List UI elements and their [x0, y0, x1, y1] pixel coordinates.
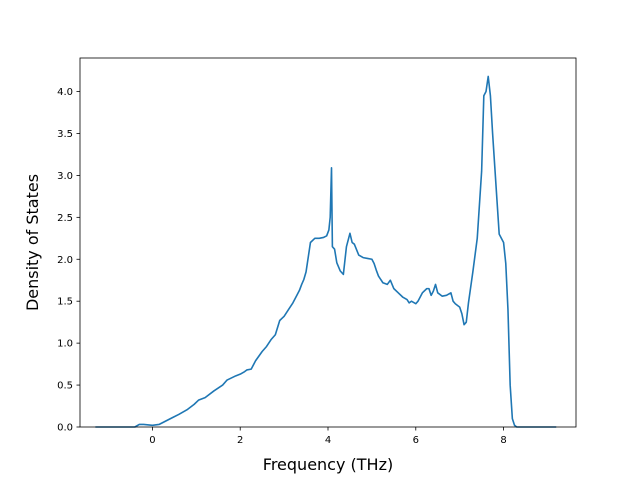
axis-ticks: 0 2 4 6 8 0.0 0.5 1.0 1.5 2.0 2.5 3.0 3.5 4.0	[57, 87, 507, 446]
y-tick-label: 2.0	[57, 255, 73, 266]
x-axis-label: Frequency (THz)	[263, 455, 393, 474]
y-tick-label: 2.5	[57, 213, 73, 224]
dos-series-line	[95, 75, 557, 428]
x-tick-label: 2	[237, 435, 243, 446]
y-tick-label: 1.5	[57, 297, 73, 308]
axes-frame	[79, 57, 577, 428]
y-tick-label: 4.0	[57, 87, 73, 98]
y-tick-label: 1.0	[57, 339, 73, 350]
y-tick-label: 0.0	[57, 423, 73, 434]
x-tick-label: 6	[413, 435, 419, 446]
x-tick-label: 0	[149, 435, 155, 446]
y-tick-label: 0.5	[57, 381, 73, 392]
y-axis-label: Density of States	[23, 174, 42, 311]
y-tick-label: 3.5	[57, 129, 73, 140]
plot-area	[95, 75, 557, 428]
y-tick-label: 3.0	[57, 171, 73, 182]
x-tick-label: 8	[500, 435, 506, 446]
x-tick-label: 4	[325, 435, 331, 446]
